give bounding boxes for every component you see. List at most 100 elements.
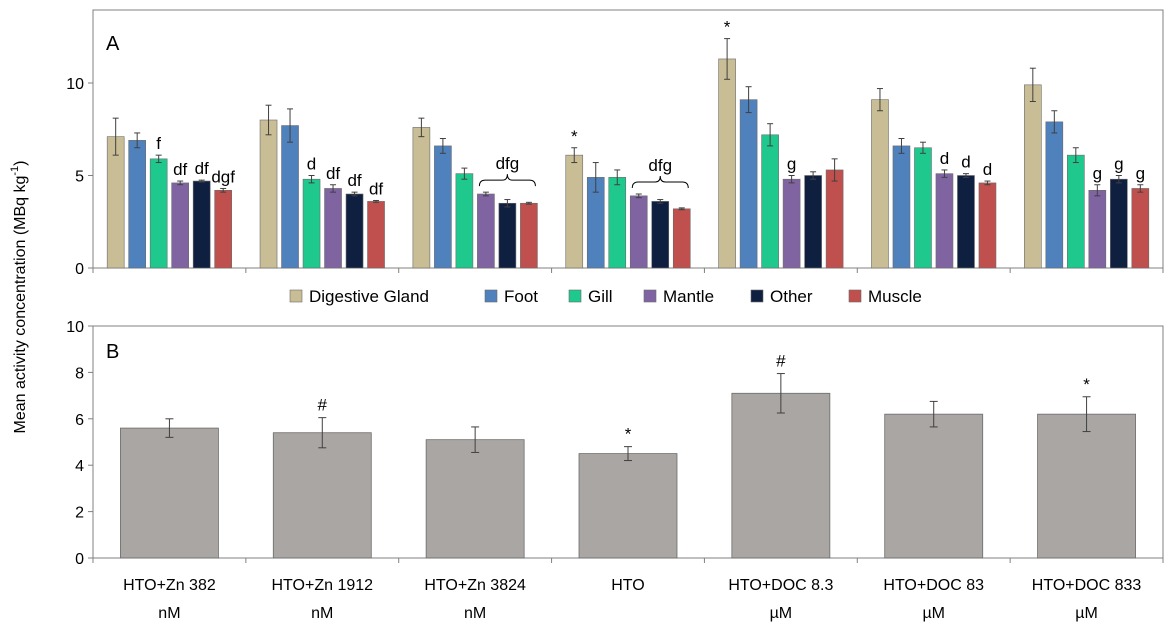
bar-digestive-gland bbox=[871, 99, 889, 269]
chart-panel-b: B 0 2 4 6 8 10 # * # * HTO+Zn 382 nM HTO+Zn 1912 nM… bbox=[66, 319, 1164, 622]
y-tick-label: 0 bbox=[75, 551, 84, 568]
category-label: HTO bbox=[611, 577, 644, 594]
y-tick-label: 6 bbox=[75, 412, 84, 429]
bar-digestive-gland bbox=[565, 154, 584, 269]
legend-label: Gill bbox=[588, 287, 613, 306]
category-label-line2: nM bbox=[464, 605, 486, 622]
bar-foot bbox=[739, 99, 758, 269]
bar-digestive-gland bbox=[1024, 84, 1042, 269]
legend-swatch bbox=[643, 289, 657, 303]
category-label-line2: µM bbox=[1075, 605, 1098, 622]
bar bbox=[272, 432, 372, 559]
significance-label: df bbox=[369, 179, 383, 198]
bar-muscle bbox=[214, 190, 232, 269]
bar-other bbox=[345, 193, 364, 269]
y-tick-label: 4 bbox=[75, 458, 84, 475]
bar-other bbox=[1110, 178, 1128, 269]
bar-mantle bbox=[324, 188, 342, 269]
bar-foot bbox=[281, 125, 299, 269]
y-tick-label: 0 bbox=[75, 261, 84, 278]
legend: Digestive Gland Foot Gill Mantle Other Muscle bbox=[289, 287, 922, 306]
bar-gill bbox=[761, 134, 779, 269]
legend-label: Muscle bbox=[868, 287, 922, 306]
significance-label: * bbox=[625, 425, 632, 444]
panel-b-label: B bbox=[106, 341, 119, 363]
bar-other bbox=[804, 175, 822, 269]
panel-a-axes: 0 5 10 bbox=[66, 76, 1164, 278]
y-tick-label: 8 bbox=[75, 365, 84, 382]
significance-label: * bbox=[724, 18, 731, 37]
bar-mantle bbox=[171, 182, 189, 269]
significance-label: df bbox=[326, 164, 340, 183]
bar-other bbox=[651, 201, 670, 269]
panel-a-bars bbox=[106, 38, 1150, 269]
significance-label: * bbox=[1083, 375, 1090, 394]
bar-other bbox=[498, 202, 517, 269]
bar-mantle bbox=[935, 173, 954, 269]
panel-a-label: A bbox=[106, 33, 120, 55]
y-tick-label: 10 bbox=[66, 319, 84, 336]
bar bbox=[731, 392, 831, 559]
y-tick-label: 10 bbox=[66, 76, 84, 93]
y-tick-label: 5 bbox=[75, 169, 84, 186]
bar-other bbox=[192, 180, 211, 269]
significance-label: d bbox=[940, 149, 949, 168]
bar-gill bbox=[302, 178, 321, 269]
bar-foot bbox=[128, 140, 146, 269]
legend-swatch bbox=[289, 289, 303, 303]
legend-swatch bbox=[484, 289, 498, 303]
category-label: HTO+DOC 833 bbox=[1032, 577, 1142, 594]
bar-mantle bbox=[782, 178, 801, 269]
category-label-line2: µM bbox=[922, 605, 945, 622]
bar-digestive-gland bbox=[718, 58, 736, 269]
bar bbox=[884, 413, 984, 559]
category-label: HTO+DOC 83 bbox=[883, 577, 984, 594]
bracket bbox=[478, 174, 536, 187]
bar-digestive-gland bbox=[259, 119, 278, 269]
bar-digestive-gland bbox=[412, 127, 431, 269]
legend-swatch bbox=[848, 289, 862, 303]
bar-muscle bbox=[825, 169, 844, 269]
category-label: HTO+Zn 382 bbox=[123, 577, 216, 594]
bracket-label: dfg bbox=[648, 156, 672, 175]
bar-gill bbox=[149, 158, 168, 269]
bar-mantle bbox=[1088, 190, 1107, 269]
bar-muscle bbox=[672, 208, 691, 269]
panel-b-axes: 0 2 4 6 8 10 bbox=[66, 319, 1164, 568]
panel-a-frame bbox=[92, 9, 1164, 269]
significance-label: f bbox=[156, 134, 161, 153]
category-label: HTO+Zn 3824 bbox=[424, 577, 526, 594]
bar-muscle bbox=[520, 202, 538, 269]
panel-b-bars: # * # * bbox=[120, 352, 1136, 559]
bar bbox=[425, 439, 525, 559]
category-label: HTO+Zn 1912 bbox=[272, 577, 374, 594]
legend-label: Mantle bbox=[663, 287, 714, 306]
bar-muscle bbox=[367, 201, 385, 269]
bar-mantle bbox=[477, 193, 495, 269]
legend-swatch bbox=[568, 289, 582, 303]
bar-gill bbox=[914, 147, 932, 269]
y-tick-label: 2 bbox=[75, 505, 84, 522]
bar-foot bbox=[1045, 121, 1064, 269]
significance-label: g bbox=[1093, 164, 1102, 183]
significance-label: df bbox=[173, 160, 187, 179]
bar bbox=[578, 453, 678, 559]
legend-label: Foot bbox=[504, 287, 538, 306]
significance-label: df bbox=[195, 159, 209, 178]
significance-label: # bbox=[776, 352, 786, 371]
bar-muscle bbox=[1131, 188, 1150, 269]
bar-digestive-gland bbox=[106, 136, 125, 269]
legend-label: Other bbox=[770, 287, 813, 306]
bar-foot bbox=[892, 145, 911, 269]
panel-b-category-labels: HTO+Zn 382 nM HTO+Zn 1912 nM HTO+Zn 3824 nM HT… bbox=[123, 577, 1141, 622]
category-label-line2: µM bbox=[770, 605, 793, 622]
legend-label: Digestive Gland bbox=[309, 287, 429, 306]
significance-label: g bbox=[1114, 155, 1123, 174]
bracket-label: dfg bbox=[496, 154, 520, 173]
bar-gill bbox=[608, 177, 627, 269]
significance-label: * bbox=[571, 127, 578, 146]
significance-label: dgf bbox=[211, 167, 235, 186]
bar-muscle bbox=[978, 182, 997, 269]
